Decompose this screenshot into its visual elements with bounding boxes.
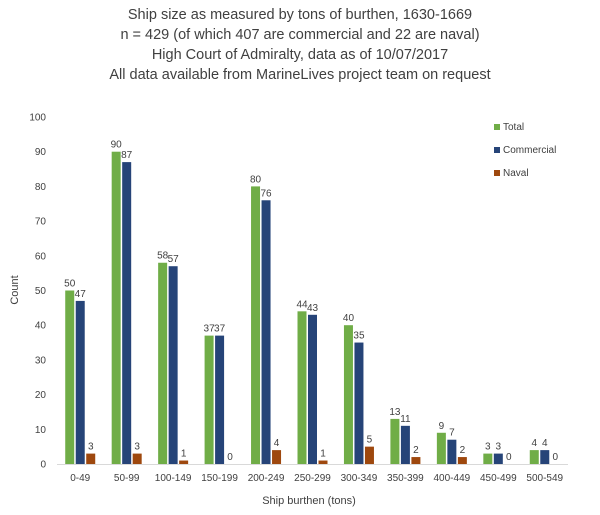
legend-swatch-total: [494, 124, 500, 130]
bar-total: [297, 311, 307, 464]
data-label-total: 80: [250, 174, 262, 185]
data-label-total: 90: [111, 140, 123, 151]
x-tick-label: 300-349: [341, 473, 378, 484]
bar-commercial: [122, 162, 132, 465]
legend-label-total: Total: [503, 122, 524, 133]
bar-naval: [272, 450, 282, 464]
data-label-commercial: 37: [214, 324, 226, 335]
bar-commercial: [215, 335, 225, 464]
x-tick-label: 150-199: [201, 473, 238, 484]
y-tick-label: 80: [35, 182, 47, 193]
data-label-naval: 5: [367, 435, 373, 446]
bar-total: [436, 432, 446, 464]
bar-commercial: [540, 450, 550, 464]
bar-total: [111, 151, 121, 464]
legend-swatch-naval: [494, 170, 500, 176]
y-tick-label: 10: [35, 425, 47, 436]
y-tick-label: 50: [35, 286, 47, 297]
bar-commercial: [354, 342, 364, 464]
data-label-naval: 1: [320, 449, 326, 460]
data-label-total: 58: [157, 251, 169, 262]
data-label-commercial: 47: [75, 289, 87, 300]
y-tick-label: 100: [29, 113, 46, 124]
bar-naval: [364, 446, 374, 464]
x-tick-label: 350-399: [387, 473, 424, 484]
y-tick-label: 60: [35, 251, 47, 262]
bar-naval: [457, 457, 467, 464]
y-tick-label: 90: [35, 147, 47, 158]
data-label-commercial: 11: [400, 414, 411, 425]
data-label-total: 44: [296, 299, 308, 310]
chart-title-line-3: High Court of Admiralty, data as of 10/0…: [151, 47, 449, 63]
bar-naval: [411, 457, 421, 464]
data-label-naval: 1: [181, 449, 187, 460]
bar-total: [204, 335, 214, 464]
x-tick-label: 200-249: [248, 473, 285, 484]
data-label-total: 37: [204, 324, 216, 335]
data-label-naval: 0: [227, 452, 233, 463]
x-tick-label: 100-149: [155, 473, 192, 484]
data-label-naval: 3: [134, 442, 140, 453]
bar-commercial: [261, 200, 271, 464]
data-label-total: 4: [531, 438, 537, 449]
bar-total: [390, 418, 400, 464]
data-label-commercial: 43: [307, 303, 319, 314]
bar-total: [251, 186, 261, 464]
data-label-naval: 4: [274, 438, 280, 449]
legend-label-naval: Naval: [503, 168, 529, 179]
data-label-naval: 0: [506, 452, 512, 463]
x-tick-label: 400-449: [434, 473, 471, 484]
chart-title-line-2: n = 429 (of which 407 are commercial and…: [120, 27, 480, 43]
data-label-total: 40: [343, 313, 355, 324]
data-label-commercial: 87: [121, 150, 133, 161]
y-axis-title: Count: [9, 275, 21, 304]
data-label-commercial: 76: [260, 188, 272, 199]
legend-label-commercial: Commercial: [503, 145, 556, 156]
bar-total: [529, 450, 539, 464]
bar-naval: [132, 453, 142, 464]
x-tick-label: 250-299: [294, 473, 331, 484]
x-axis-title: Ship burthen (tons): [262, 495, 356, 507]
y-tick-label: 0: [40, 460, 46, 471]
bar-commercial: [168, 266, 178, 464]
bar-total: [343, 325, 353, 464]
bar-total: [483, 453, 493, 464]
data-label-commercial: 7: [449, 428, 455, 439]
data-label-total: 3: [485, 442, 491, 453]
bar-commercial: [493, 453, 503, 464]
data-label-total: 13: [389, 407, 401, 418]
data-label-naval: 3: [88, 442, 94, 453]
x-tick-label: 450-499: [480, 473, 517, 484]
data-label-total: 9: [439, 421, 445, 432]
data-label-commercial: 57: [168, 254, 180, 265]
y-tick-label: 70: [35, 217, 47, 228]
data-label-naval: 2: [460, 445, 466, 456]
data-label-commercial: 3: [496, 442, 502, 453]
x-tick-label: 500-549: [526, 473, 563, 484]
bar-naval: [318, 460, 328, 464]
bar-naval: [179, 460, 189, 464]
bar-commercial: [447, 439, 457, 464]
y-tick-label: 40: [35, 321, 47, 332]
y-tick-label: 20: [35, 390, 47, 401]
data-label-total: 50: [64, 279, 76, 290]
bar-commercial: [308, 314, 317, 464]
legend-swatch-commercial: [494, 147, 500, 153]
bar-total: [65, 290, 75, 464]
data-label-commercial: 35: [353, 331, 365, 342]
x-tick-label: 0-49: [70, 473, 90, 484]
chart-title-line-4: All data available from MarineLives proj…: [109, 67, 491, 83]
bar-total: [158, 262, 168, 464]
bar-commercial: [400, 425, 410, 464]
chart-title-line-1: Ship size as measured by tons of burthen…: [127, 7, 473, 23]
x-tick-label: 50-99: [114, 473, 140, 484]
data-label-commercial: 4: [542, 438, 548, 449]
data-label-naval: 2: [413, 445, 419, 456]
data-label-naval: 0: [552, 452, 558, 463]
bar-naval: [86, 453, 96, 464]
y-tick-label: 30: [35, 355, 47, 366]
bar-commercial: [75, 300, 85, 464]
